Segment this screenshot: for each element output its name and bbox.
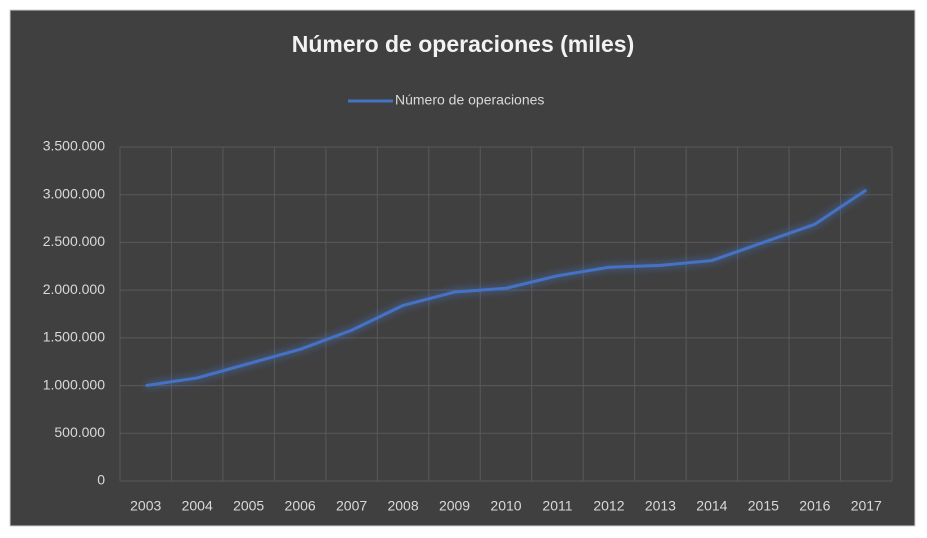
y-tick-label: 2.500.000 (43, 233, 105, 249)
chart-title: Número de operaciones (miles) (292, 31, 635, 57)
y-tick-label: 3.000.000 (43, 185, 105, 201)
x-tick-label: 2003 (130, 498, 161, 514)
x-tick-label: 2004 (182, 498, 213, 514)
x-tick-label: 2017 (851, 498, 882, 514)
x-tick-label: 2013 (645, 498, 676, 514)
x-tick-label: 2009 (439, 498, 470, 514)
chart-background (9, 9, 916, 527)
x-tick-label: 2011 (542, 498, 572, 514)
x-tick-label: 2016 (799, 498, 830, 514)
y-tick-label: 1.000.000 (43, 376, 105, 392)
y-tick-label: 2.000.000 (43, 281, 105, 297)
legend-label: Número de operaciones (395, 92, 544, 108)
y-tick-label: 1.500.000 (43, 329, 105, 345)
y-tick-label: 500.000 (54, 424, 105, 440)
x-tick-label: 2005 (233, 498, 264, 514)
x-tick-label: 2010 (490, 498, 521, 514)
x-tick-label: 2015 (748, 498, 779, 514)
x-tick-label: 2006 (285, 498, 316, 514)
data-line (145, 188, 868, 388)
y-tick-label: 3.500.000 (43, 138, 105, 154)
x-tick-label: 2008 (387, 498, 418, 514)
x-tick-label: 2007 (336, 498, 367, 514)
x-tick-label: 2014 (696, 498, 727, 514)
x-tick-label: 2012 (593, 498, 624, 514)
y-tick-label: 0 (97, 472, 105, 488)
